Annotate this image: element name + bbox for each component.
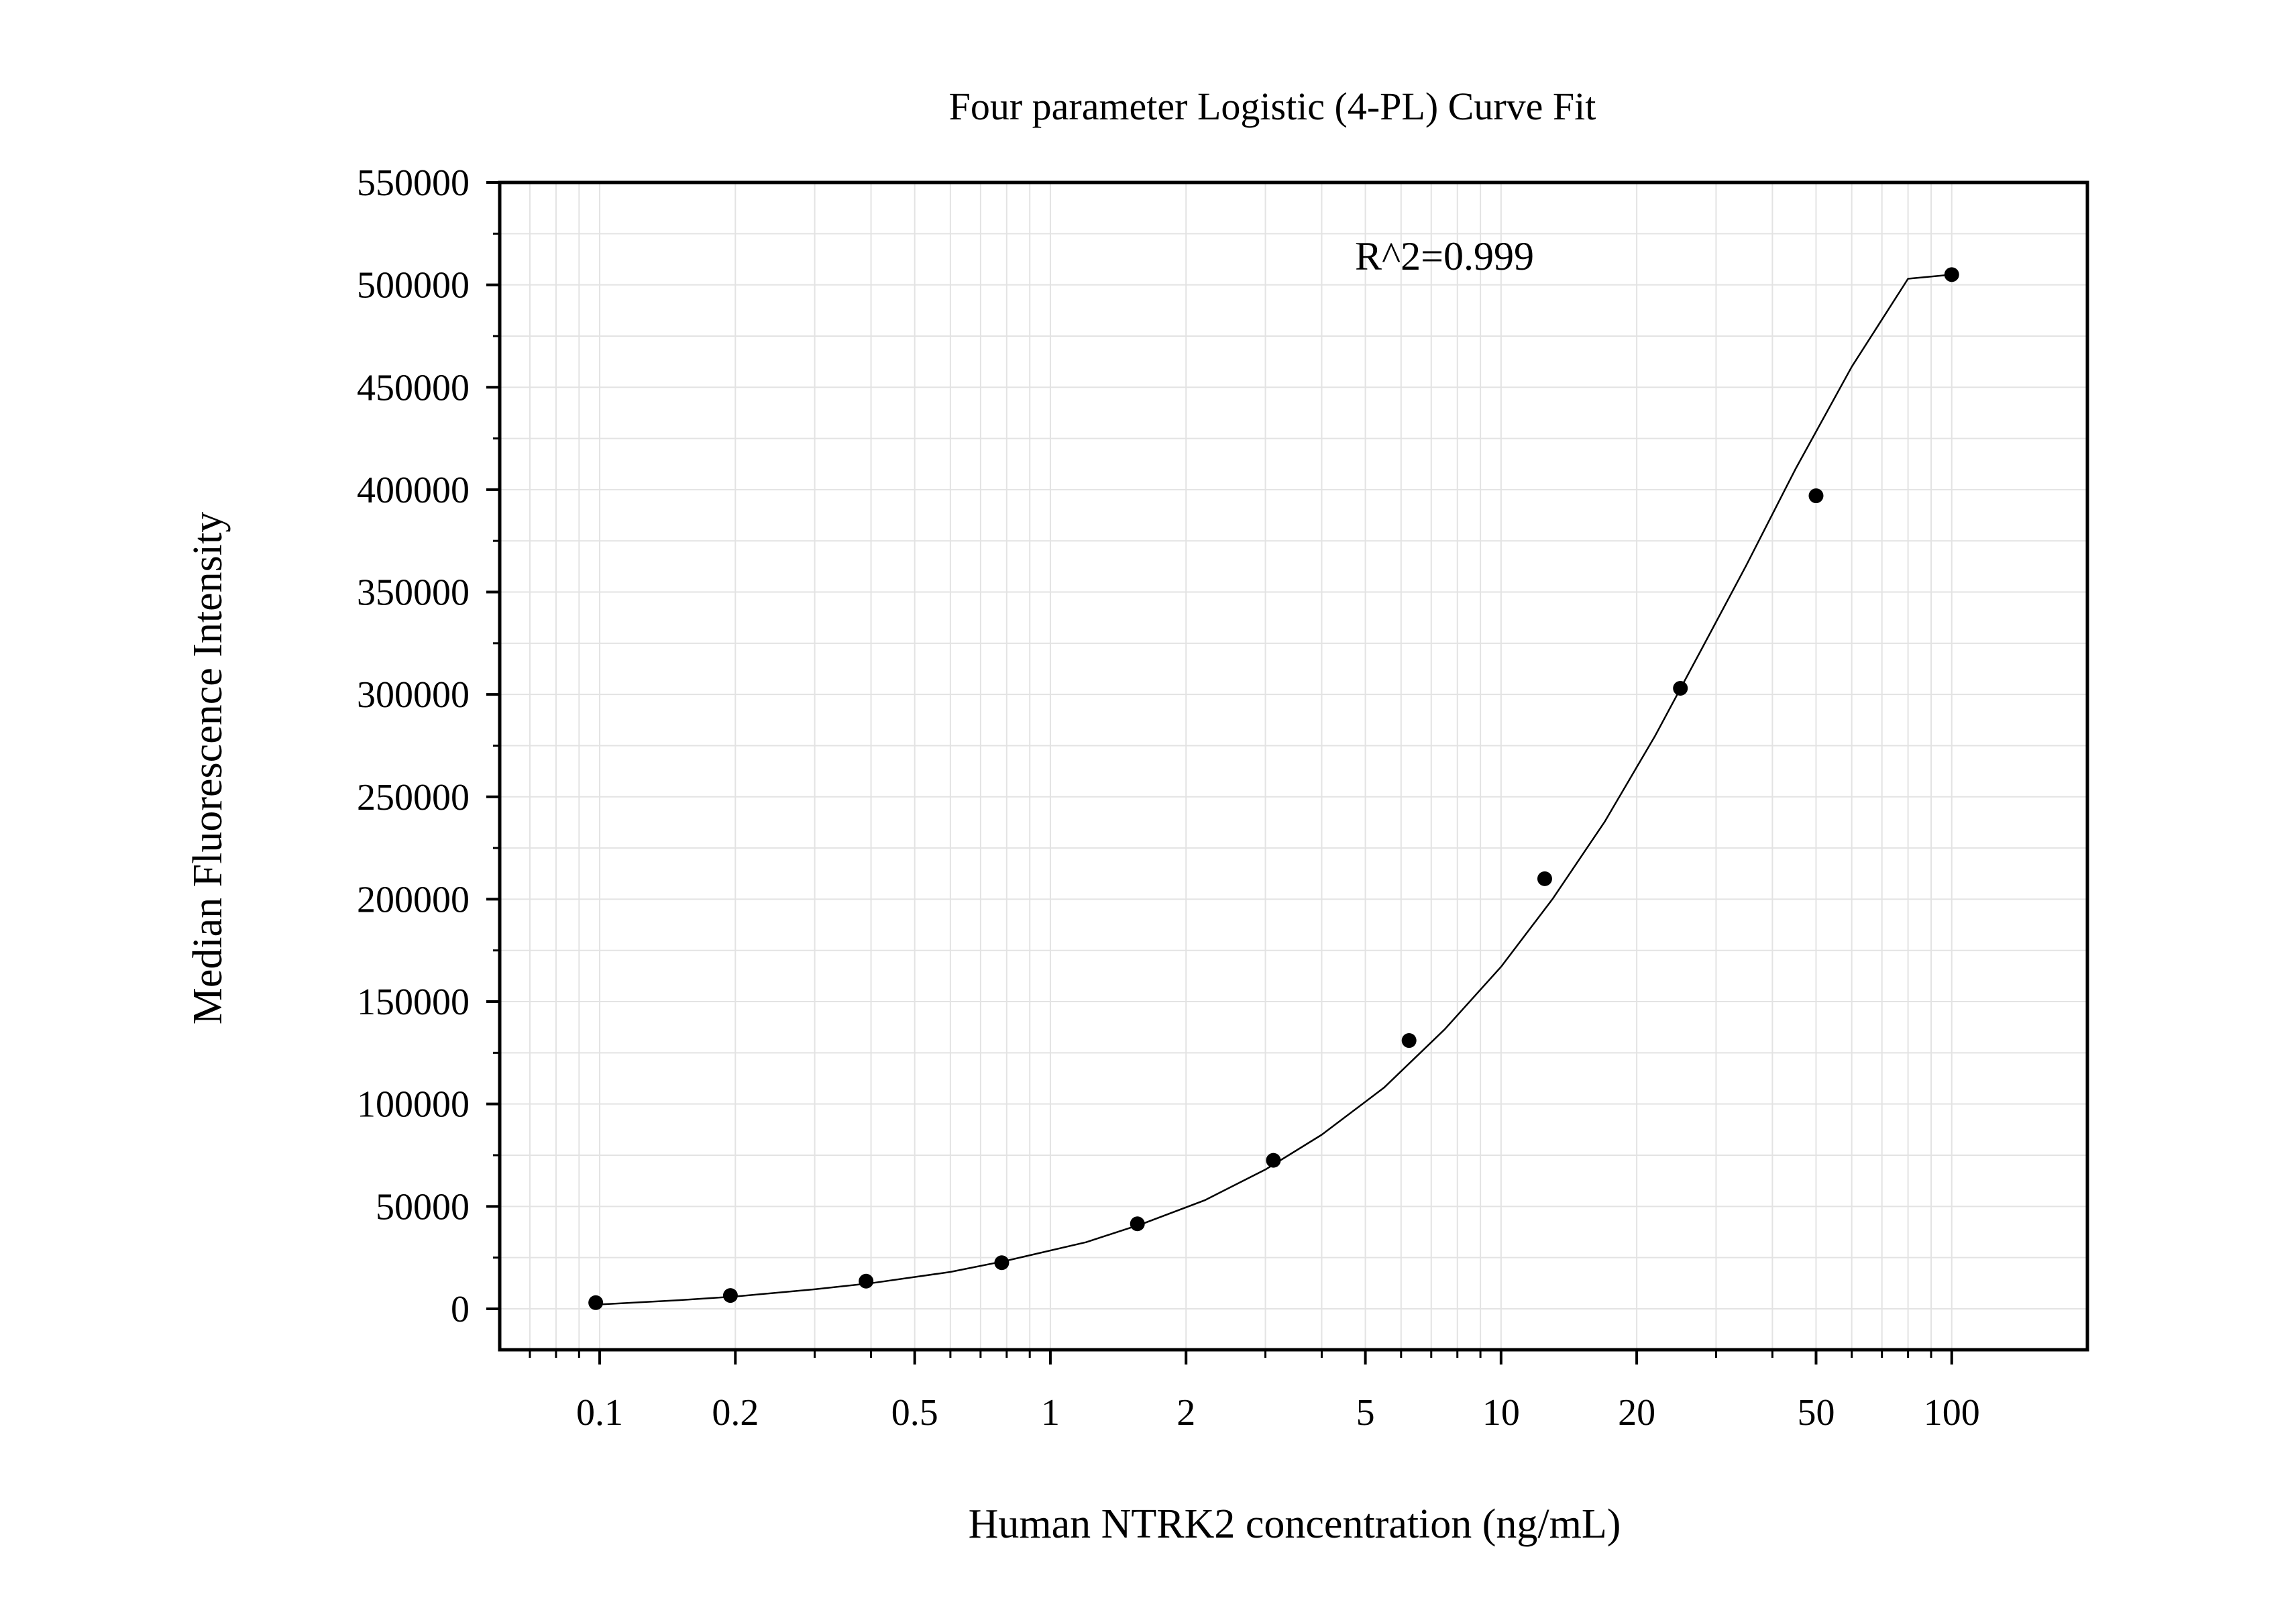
- data-point: [1401, 1033, 1417, 1049]
- y-tick-label: 100000: [357, 1084, 470, 1126]
- y-axis-ticks: 0 50000 100000 150000 200000 250000 300000 3500…: [357, 162, 500, 1330]
- y-tick-label: 450000: [357, 367, 470, 409]
- r-squared-annotation: R^2=0.999: [1355, 234, 1534, 278]
- data-point: [1944, 267, 1959, 282]
- data-point: [1266, 1153, 1281, 1168]
- data-point: [1808, 488, 1824, 504]
- x-tick-label: 100: [1924, 1392, 1980, 1434]
- y-tick-label: 350000: [357, 572, 470, 614]
- data-point: [1673, 681, 1688, 696]
- x-tick-label: 0.2: [712, 1392, 759, 1434]
- x-tick-label: 20: [1618, 1392, 1655, 1434]
- y-tick-label: 150000: [357, 981, 470, 1023]
- chart-title: Four parameter Logistic (4-PL) Curve Fit: [949, 85, 1596, 128]
- y-tick-label: 0: [451, 1289, 470, 1330]
- x-tick-label: 10: [1482, 1392, 1520, 1434]
- data-points: [588, 267, 1959, 1310]
- data-point: [994, 1255, 1009, 1271]
- y-tick-label: 300000: [357, 674, 470, 716]
- x-tick-label: 2: [1177, 1392, 1195, 1434]
- y-tick-label: 50000: [376, 1186, 470, 1228]
- y-tick-label: 200000: [357, 879, 470, 920]
- x-tick-label: 5: [1356, 1392, 1375, 1434]
- x-axis-title: Human NTRK2 concentration (ng/mL): [969, 1501, 1621, 1547]
- y-tick-label: 550000: [357, 162, 470, 204]
- grid: [500, 182, 2087, 1350]
- data-point: [1537, 871, 1552, 886]
- x-axis-ticks: 0.1 0.2 0.5 1 2 5 10 20 50 100: [529, 1350, 1980, 1434]
- y-tick-label: 500000: [357, 265, 470, 307]
- plot-area-frame: [498, 180, 2089, 1352]
- x-tick-label: 50: [1797, 1392, 1835, 1434]
- fit-curve-layer: [596, 274, 1952, 1306]
- data-point: [588, 1295, 604, 1310]
- x-tick-label: 0.5: [891, 1392, 938, 1434]
- x-tick-label: 0.1: [576, 1392, 623, 1434]
- data-point: [722, 1288, 738, 1303]
- y-tick-label: 400000: [357, 470, 470, 511]
- data-point: [1130, 1216, 1145, 1232]
- fit-curve: [596, 274, 1952, 1306]
- x-tick-label: 1: [1041, 1392, 1060, 1434]
- y-axis-title: Median Fluorescence Intensity: [185, 512, 231, 1024]
- y-tick-label: 250000: [357, 777, 470, 818]
- data-point: [859, 1273, 874, 1289]
